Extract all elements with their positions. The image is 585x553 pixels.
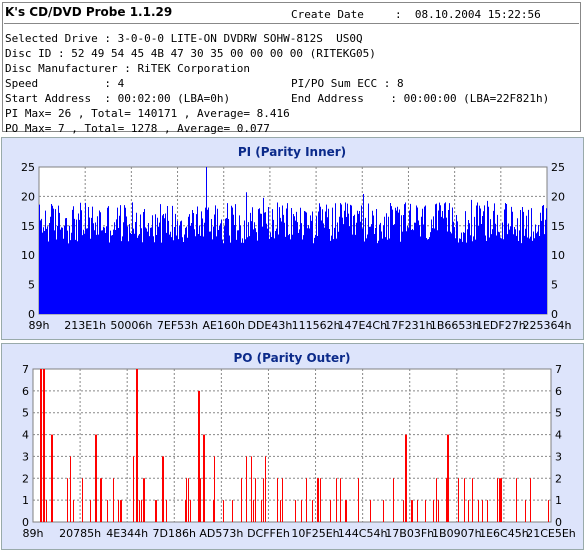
po-ytick-left: 5 — [22, 407, 29, 420]
po-xtick: DCFFEh — [247, 527, 290, 540]
po-ytick-right: 7 — [555, 363, 562, 376]
po-ytick-right: 3 — [555, 450, 562, 463]
pi-xtick: DDE43h — [247, 319, 292, 332]
po-chart: PO (Parity Outer) 0 0 1 1 2 2 3 3 4 4 5 5 6 6 7 7 89h 207… — [22, 351, 576, 540]
po-ytick-right: 5 — [555, 407, 562, 420]
app-title: K's CD/DVD Probe 1.1.29 — [5, 5, 173, 19]
pi-xtick: 1B6653h — [430, 319, 480, 332]
pi-xtick: AE160h — [203, 319, 245, 332]
selected-drive: Selected Drive : 3-0-0-0 LITE-ON DVDRW S… — [5, 32, 363, 45]
pi-ytick-left: 0 — [28, 308, 35, 321]
title-divider — [4, 23, 579, 24]
po-ytick-right: 6 — [555, 385, 562, 398]
info-panel: K's CD/DVD Probe 1.1.29 Create Date : 08… — [2, 2, 581, 135]
speed: Speed : 4 — [5, 77, 125, 90]
pi-ytick-right: 5 — [551, 279, 558, 292]
po-bars — [40, 369, 549, 522]
po-xtick: 1B0907h — [432, 527, 482, 540]
po-plot-area — [32, 368, 552, 523]
disc-manufacturer: Disc Manufacturer : RiTEK Corporation — [5, 62, 251, 75]
po-xtick: 4E344h — [106, 527, 148, 540]
pi-ytick-right: 0 — [551, 308, 558, 321]
pi-bars — [39, 167, 547, 314]
po-ytick-left: 4 — [22, 429, 29, 442]
pi-ytick-left: 15 — [21, 220, 35, 233]
po-xtick: 20785h — [59, 527, 101, 540]
po-xtick: 7D186h — [153, 527, 196, 540]
pi-xtick: 111562h — [292, 319, 341, 332]
pi-chart-title: PI (Parity Inner) — [238, 145, 346, 159]
pi-summary: PI Max= 26 , Total= 140171 , Average= 8.… — [5, 107, 290, 120]
pi-ytick-left: 20 — [21, 190, 35, 203]
po-ytick-left: 3 — [22, 450, 29, 463]
pi-xtick: 7EF53h — [157, 319, 198, 332]
po-ytick-left: 2 — [22, 472, 29, 485]
po-ytick-left: 0 — [22, 516, 29, 529]
pi-ytick-right: 10 — [551, 249, 565, 262]
pi-xtick: 147E4Ch — [337, 319, 387, 332]
start-address: Start Address : 00:02:00 (LBA=0h) — [5, 92, 231, 105]
po-ytick-right: 0 — [555, 516, 562, 529]
po-xtick: 10F25Eh — [291, 527, 339, 540]
pi-xtick: 50006h — [110, 319, 152, 332]
po-xtick: 89h — [23, 527, 44, 540]
po-ytick-right: 1 — [555, 494, 562, 507]
pi-xtick: 1EDF27h — [476, 319, 526, 332]
po-chart-title: PO (Parity Outer) — [233, 351, 350, 365]
pi-ytick-right: 25 — [551, 161, 565, 174]
po-ytick-left: 7 — [22, 363, 29, 376]
po-xtick: 144C54h — [338, 527, 388, 540]
po-chart-panel: PO (Parity Outer) 0 0 1 1 2 2 3 3 4 4 5 5 6 6 7 7 89h 207… — [1, 343, 584, 550]
create-date-value: : 08.10.2004 15:22:56 — [395, 8, 541, 21]
po-xtick: 1E6C45h — [479, 527, 529, 540]
po-xtick: 21CE5Eh — [526, 527, 576, 540]
pi-xtick: 213E1h — [64, 319, 106, 332]
pipo-sum-ecc: PI/PO Sum ECC : 8 — [291, 77, 404, 90]
end-address: End Address : 00:00:00 (LBA=22F821h) — [291, 92, 550, 105]
pi-ytick-left: 5 — [28, 279, 35, 292]
po-ytick-left: 6 — [22, 385, 29, 398]
po-ytick-right: 4 — [555, 429, 562, 442]
pi-ytick-left: 25 — [21, 161, 35, 174]
pi-ytick-left: 10 — [21, 249, 35, 262]
po-ytick-left: 1 — [22, 494, 29, 507]
pi-chart-panel: PI (Parity Inner) 0 0 5 5 10 10 15 15 20 20 25 25 89… — [1, 137, 584, 340]
po-xtick: AD573h — [199, 527, 243, 540]
pi-xtick: 17F231h — [384, 319, 432, 332]
disc-id: Disc ID : 52 49 54 45 4B 47 30 35 00 00 … — [5, 47, 376, 60]
pi-xtick: 89h — [29, 319, 50, 332]
po-summary: PO Max= 7 , Total= 1278 , Average= 0.077 — [5, 122, 270, 135]
pi-ytick-right: 15 — [551, 220, 565, 233]
create-date-label: Create Date — [291, 8, 364, 21]
pi-chart: PI (Parity Inner) 0 0 5 5 10 10 15 15 20 20 25 25 89… — [21, 145, 572, 332]
pi-ytick-right: 20 — [551, 190, 565, 203]
po-ytick-right: 2 — [555, 472, 562, 485]
pi-xtick: 225364h — [523, 319, 572, 332]
po-xtick: 17B03Fh — [385, 527, 434, 540]
